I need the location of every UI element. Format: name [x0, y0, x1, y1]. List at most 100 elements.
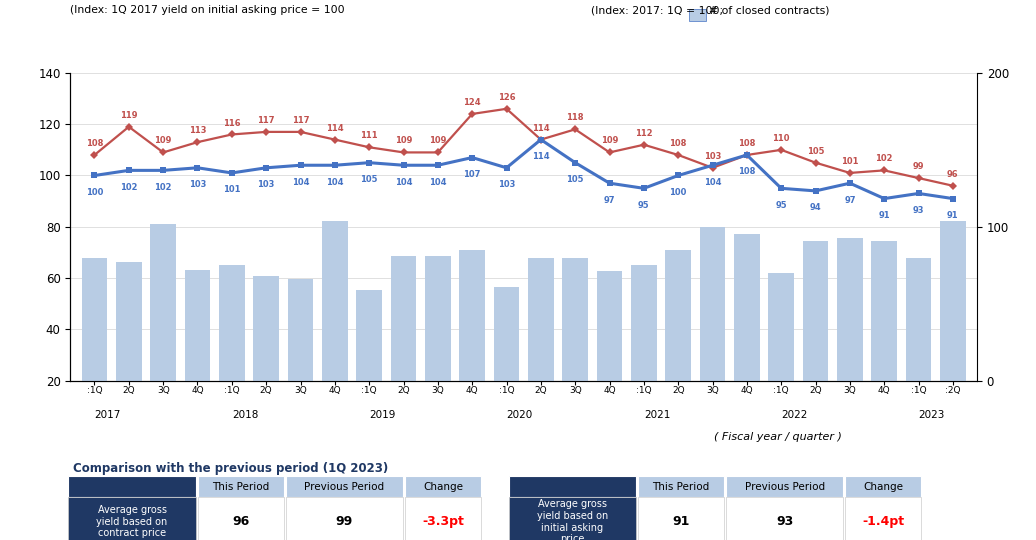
Text: 114: 114: [533, 124, 550, 133]
Text: Previous Period: Previous Period: [305, 482, 384, 491]
Text: 109: 109: [154, 137, 172, 145]
FancyBboxPatch shape: [638, 497, 724, 540]
Text: # of closed contracts): # of closed contracts): [709, 5, 829, 16]
Bar: [288, 279, 313, 381]
FancyBboxPatch shape: [726, 476, 843, 497]
FancyBboxPatch shape: [726, 497, 843, 540]
Text: 124: 124: [463, 98, 481, 107]
Text: 104: 104: [292, 178, 310, 187]
Bar: [150, 224, 176, 381]
Text: Change: Change: [863, 482, 903, 491]
Bar: [631, 265, 657, 381]
Text: 94: 94: [810, 204, 822, 212]
Text: 109: 109: [429, 137, 447, 145]
FancyBboxPatch shape: [286, 497, 403, 540]
Text: 110: 110: [773, 134, 790, 143]
Bar: [493, 287, 519, 381]
Text: 2020: 2020: [507, 410, 533, 421]
Text: 104: 104: [395, 178, 412, 187]
FancyBboxPatch shape: [845, 497, 921, 540]
Bar: [356, 290, 382, 381]
Bar: [735, 234, 759, 381]
Text: 108: 108: [669, 139, 687, 148]
Text: 93: 93: [913, 206, 924, 215]
Text: (Index: 2017: 1Q = 100;: (Index: 2017: 1Q = 100;: [591, 5, 723, 16]
Text: 126: 126: [497, 93, 515, 102]
Text: 2017: 2017: [94, 410, 121, 421]
FancyBboxPatch shape: [405, 476, 481, 497]
Text: 111: 111: [361, 131, 378, 140]
Text: This Period: This Period: [212, 482, 269, 491]
Text: 119: 119: [120, 111, 138, 120]
Text: 107: 107: [463, 170, 481, 179]
FancyBboxPatch shape: [286, 476, 403, 497]
Text: Change: Change: [423, 482, 463, 491]
Text: Average gross
yield based on
initial asking
price: Average gross yield based on initial ask…: [537, 500, 608, 540]
Text: 2018: 2018: [232, 410, 258, 421]
Bar: [219, 265, 244, 381]
Text: 109: 109: [601, 137, 618, 145]
Text: 114: 114: [533, 152, 550, 161]
Text: 99: 99: [336, 515, 353, 528]
Text: 112: 112: [635, 129, 653, 138]
Bar: [905, 258, 931, 381]
Text: Comparison with the previous period (1Q 2023): Comparison with the previous period (1Q …: [73, 462, 387, 475]
Text: 104: 104: [429, 178, 447, 187]
Text: 118: 118: [567, 113, 584, 123]
Bar: [769, 273, 795, 381]
Text: 103: 103: [703, 152, 721, 161]
Text: 102: 102: [120, 183, 138, 192]
Text: ( Fiscal year / quarter ): ( Fiscal year / quarter ): [714, 432, 841, 442]
Text: -3.3pt: -3.3pt: [422, 515, 464, 528]
FancyBboxPatch shape: [845, 476, 921, 497]
Text: 91: 91: [672, 515, 690, 528]
Text: 108: 108: [86, 139, 104, 148]
Text: 91: 91: [947, 211, 958, 220]
FancyBboxPatch shape: [638, 476, 724, 497]
Text: 116: 116: [223, 118, 240, 127]
Bar: [837, 238, 863, 381]
FancyBboxPatch shape: [198, 476, 284, 497]
Bar: [425, 256, 451, 381]
Text: 96: 96: [947, 170, 958, 179]
Text: 91: 91: [879, 211, 890, 220]
Text: -1.4pt: -1.4pt: [862, 515, 904, 528]
Text: 100: 100: [86, 188, 104, 197]
Bar: [116, 262, 142, 381]
Bar: [459, 250, 485, 381]
Text: 97: 97: [844, 195, 856, 205]
Text: 2022: 2022: [781, 410, 808, 421]
FancyBboxPatch shape: [509, 476, 636, 497]
Text: Average gross
yield based on
contract price: Average gross yield based on contract pr…: [96, 505, 168, 538]
Text: 103: 103: [258, 180, 275, 190]
Text: 101: 101: [223, 185, 240, 194]
Text: 102: 102: [154, 183, 172, 192]
Text: 105: 105: [807, 147, 825, 156]
Bar: [82, 258, 108, 381]
Text: 97: 97: [604, 195, 615, 205]
Bar: [699, 227, 725, 381]
Text: 2023: 2023: [919, 410, 945, 421]
Bar: [563, 258, 588, 381]
Text: 117: 117: [292, 116, 310, 125]
Text: 102: 102: [875, 154, 893, 164]
Text: 104: 104: [326, 178, 344, 187]
FancyBboxPatch shape: [68, 497, 196, 540]
Text: 103: 103: [189, 180, 206, 190]
Text: 105: 105: [567, 175, 584, 184]
FancyBboxPatch shape: [68, 476, 196, 497]
Bar: [253, 276, 279, 381]
Text: 95: 95: [775, 201, 787, 210]
Bar: [597, 272, 623, 381]
Text: 109: 109: [395, 137, 412, 145]
Text: Previous Period: Previous Period: [745, 482, 825, 491]
Bar: [391, 256, 416, 381]
Bar: [322, 221, 348, 381]
FancyBboxPatch shape: [198, 497, 284, 540]
Text: 113: 113: [189, 126, 206, 135]
Text: 99: 99: [913, 162, 924, 171]
Bar: [803, 241, 829, 381]
Text: 103: 103: [498, 180, 515, 190]
Text: (Index: 1Q 2017 yield on initial asking price = 100: (Index: 1Q 2017 yield on initial asking …: [70, 5, 345, 16]
Text: 108: 108: [739, 167, 755, 177]
